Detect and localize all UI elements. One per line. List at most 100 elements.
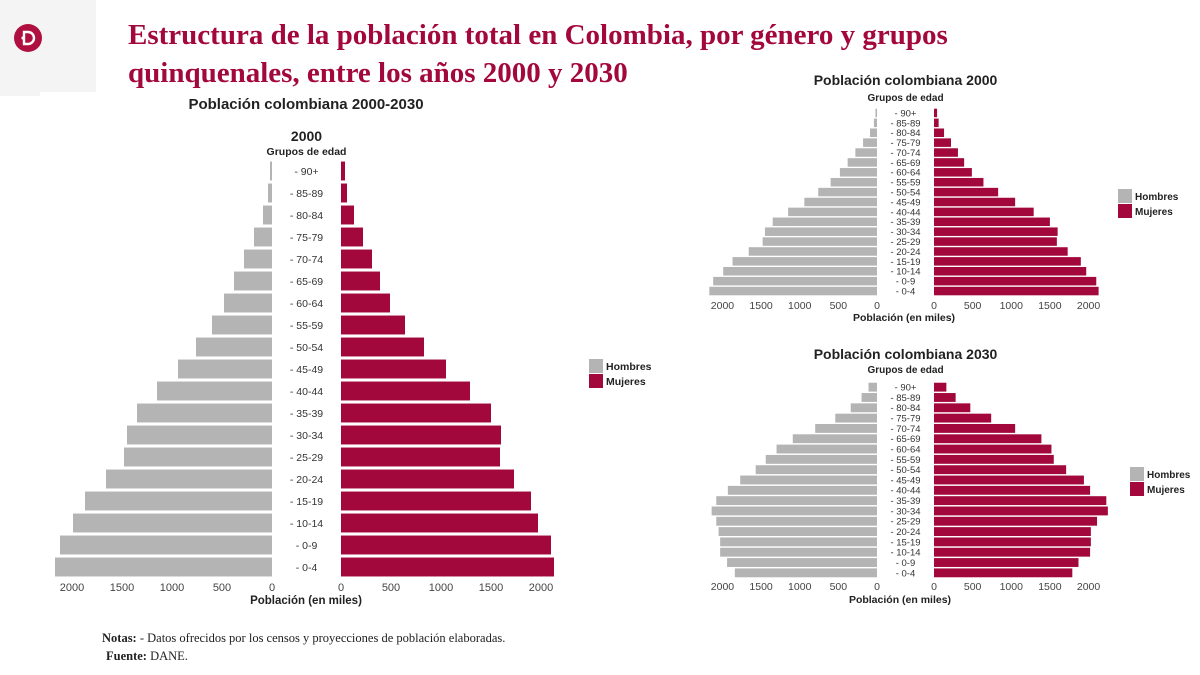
bar-hombres-30-34 (127, 425, 272, 445)
y-axis-label: Grupos de edad (867, 365, 943, 376)
bar-mujeres-0-4 (934, 568, 1073, 578)
bar-hombres-70-74 (815, 423, 877, 433)
bar-hombres-75-79 (254, 227, 272, 247)
bar-hombres-45-49 (804, 197, 877, 207)
legend-swatch-mujeres (1130, 482, 1144, 496)
age-group-label: - 45-49 (290, 364, 323, 376)
page-title-line-2: quinquenales, entre los años 2000 y 2030 (128, 57, 628, 89)
bar-hombres-30-34 (711, 506, 877, 516)
x-tick-right: 1000 (1000, 300, 1024, 312)
bar-hombres-25-29 (124, 447, 272, 467)
pyramid-svg: Población colombiana 2030 Grupos de edad -… (711, 346, 1191, 606)
bar-hombres-40-44 (157, 381, 272, 401)
x-tick-right: 2000 (1077, 300, 1101, 312)
x-tick-left: 2000 (711, 581, 735, 593)
bar-mujeres-25-29 (341, 447, 500, 467)
age-group-label: - 30-34 (890, 506, 920, 517)
age-group-label: - 90+ (895, 383, 917, 394)
bar-hombres-0-4 (55, 557, 272, 577)
x-tick-right: 1500 (1038, 581, 1062, 593)
bar-hombres-75-79 (835, 413, 877, 423)
page-title: Estructura de la población total en Colo… (128, 16, 1028, 92)
bar-hombres-15-19 (85, 491, 272, 511)
notes-label: Notas: (102, 631, 137, 645)
bar-mujeres-0-4 (934, 286, 1099, 296)
bar-mujeres-45-49 (934, 197, 1016, 207)
bar-mujeres-35-39 (934, 217, 1050, 227)
bar-hombres-90+ (270, 161, 272, 181)
bar-mujeres-0-9 (934, 276, 1097, 286)
y-axis-label: Grupos de edad (867, 93, 943, 104)
age-group-label: - 40-44 (290, 386, 323, 398)
age-group-label: - 75-79 (890, 414, 920, 425)
age-group-label: - 80-84 (290, 210, 323, 222)
age-group-label: - 10-14 (890, 267, 920, 278)
age-group-label: - 55-59 (290, 320, 323, 332)
age-group-label: - 50-54 (290, 342, 323, 354)
bar-mujeres-60-64 (341, 293, 390, 313)
bar-mujeres-20-24 (934, 527, 1091, 537)
bar-hombres-35-39 (772, 217, 877, 227)
bar-mujeres-85-89 (341, 183, 347, 203)
bar-mujeres-50-54 (341, 337, 424, 357)
age-group-label: - 75-79 (290, 232, 323, 244)
x-tick-left: 2000 (711, 300, 735, 312)
bar-mujeres-45-49 (934, 475, 1084, 485)
bar-mujeres-75-79 (934, 138, 951, 147)
bar-mujeres-70-74 (934, 423, 1016, 433)
legend-swatch-hombres (1118, 189, 1132, 203)
bar-mujeres-10-14 (341, 513, 538, 533)
age-group-label: - 35-39 (890, 217, 920, 228)
bar-mujeres-15-19 (934, 537, 1091, 547)
bar-hombres-10-14 (723, 267, 877, 276)
x-tick-right: 0 (931, 300, 937, 312)
age-group-label: - 70-74 (290, 254, 323, 266)
bar-mujeres-20-24 (934, 247, 1068, 256)
bar-hombres-70-74 (855, 148, 877, 157)
bar-hombres-85-89 (873, 118, 877, 128)
page-title-line-1: Estructura de la población total en Colo… (128, 19, 948, 51)
bar-mujeres-80-84 (934, 403, 971, 413)
bar-hombres-90+ (868, 382, 877, 392)
age-group-label: - 40-44 (890, 486, 920, 497)
bar-hombres-65-69 (234, 271, 272, 291)
age-group-label: - 0-4 (896, 568, 916, 579)
bar-hombres-10-14 (720, 547, 877, 557)
age-group-label: - 65-69 (890, 434, 920, 445)
bar-hombres-35-39 (137, 403, 272, 423)
bar-hombres-0-4 (734, 568, 877, 578)
bar-mujeres-35-39 (341, 403, 491, 423)
age-group-label: - 35-39 (290, 408, 323, 420)
x-tick-right: 500 (964, 581, 982, 593)
x-tick-left: 500 (830, 581, 848, 593)
x-tick-right: 1000 (1000, 581, 1024, 593)
x-tick-left: 1000 (788, 300, 812, 312)
bar-mujeres-80-84 (934, 128, 945, 137)
x-tick-left: 1000 (160, 582, 184, 594)
bar-mujeres-15-19 (341, 491, 531, 511)
x-tick-left: 1000 (788, 581, 812, 593)
age-group-label: - 40-44 (890, 207, 920, 218)
legend-swatch-mujeres (589, 374, 603, 388)
x-tick-right: 0 (338, 582, 344, 594)
bar-hombres-55-59 (765, 454, 877, 464)
source-label: Fuente: (106, 649, 147, 663)
age-group-label: - 60-64 (890, 444, 920, 455)
bar-hombres-35-39 (716, 496, 877, 506)
age-group-label: - 0-9 (896, 558, 916, 569)
bar-mujeres-55-59 (934, 177, 984, 187)
bar-mujeres-90+ (934, 382, 947, 392)
age-group-label: - 20-24 (890, 247, 920, 258)
bar-mujeres-70-74 (934, 148, 958, 157)
bar-mujeres-90+ (341, 161, 345, 181)
age-group-label: - 65-69 (890, 158, 920, 169)
bar-mujeres-35-39 (934, 496, 1107, 506)
legend-label-mujeres: Mujeres (1147, 485, 1185, 496)
legend-swatch-hombres (1130, 467, 1144, 481)
x-tick-left: 1500 (749, 300, 773, 312)
x-tick-left: 500 (830, 300, 848, 312)
legend-label-hombres: Hombres (606, 361, 652, 373)
bar-hombres-25-29 (762, 237, 877, 246)
x-axis-label: Población (en miles) (849, 594, 951, 606)
bar-mujeres-80-84 (341, 205, 354, 225)
